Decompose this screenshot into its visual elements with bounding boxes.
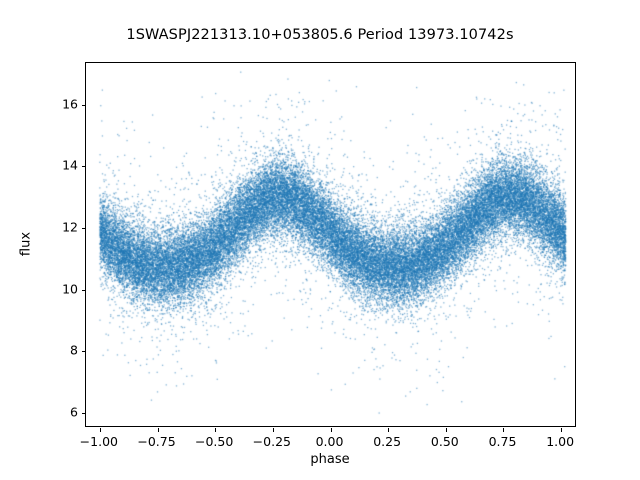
x-tick-label: 0.00 — [315, 434, 344, 449]
x-tick-mark — [215, 428, 217, 432]
y-tick-label: 10 — [62, 281, 78, 297]
y-tick-label: 6 — [70, 404, 78, 420]
y-tick-mark — [82, 104, 86, 106]
x-tick-label: −0.50 — [195, 434, 234, 449]
y-tick-mark — [82, 166, 86, 168]
y-axis-tick-labels: 6 8 10 12 14 16 — [0, 0, 78, 480]
y-tick-mark — [82, 289, 86, 291]
x-tick-label: 0.25 — [373, 434, 402, 449]
y-tick-mark — [82, 413, 86, 415]
page-title: 1SWASPJ221313.10+053805.6 Period 13973.1… — [126, 27, 514, 43]
y-tick-label: 16 — [62, 96, 78, 112]
x-tick-mark — [272, 428, 274, 432]
y-axis-label: flux — [18, 231, 34, 257]
plot-axes-frame — [82, 62, 576, 432]
x-tick-label: −0.75 — [137, 434, 176, 449]
x-tick-mark — [99, 428, 101, 432]
y-tick-label: 14 — [62, 157, 78, 173]
x-tick-mark — [157, 428, 159, 432]
y-tick-label: 12 — [62, 219, 78, 235]
y-tick-mark — [82, 228, 86, 229]
x-tick-label: −1.00 — [79, 434, 118, 449]
x-tick-label: 1.00 — [546, 434, 575, 449]
x-tick-label: 0.75 — [488, 434, 517, 449]
x-tick-label: −0.25 — [252, 434, 291, 449]
y-tick-label: 8 — [70, 342, 78, 358]
x-axis-label: phase — [310, 452, 350, 467]
x-tick-mark — [561, 428, 563, 432]
x-tick-mark — [503, 428, 505, 432]
scatter-plot-canvas — [86, 63, 575, 426]
x-tick-mark — [330, 428, 332, 432]
x-tick-mark — [388, 428, 390, 432]
y-tick-mark — [82, 351, 86, 353]
x-tick-label: 0.50 — [430, 434, 459, 449]
x-tick-mark — [445, 428, 447, 432]
